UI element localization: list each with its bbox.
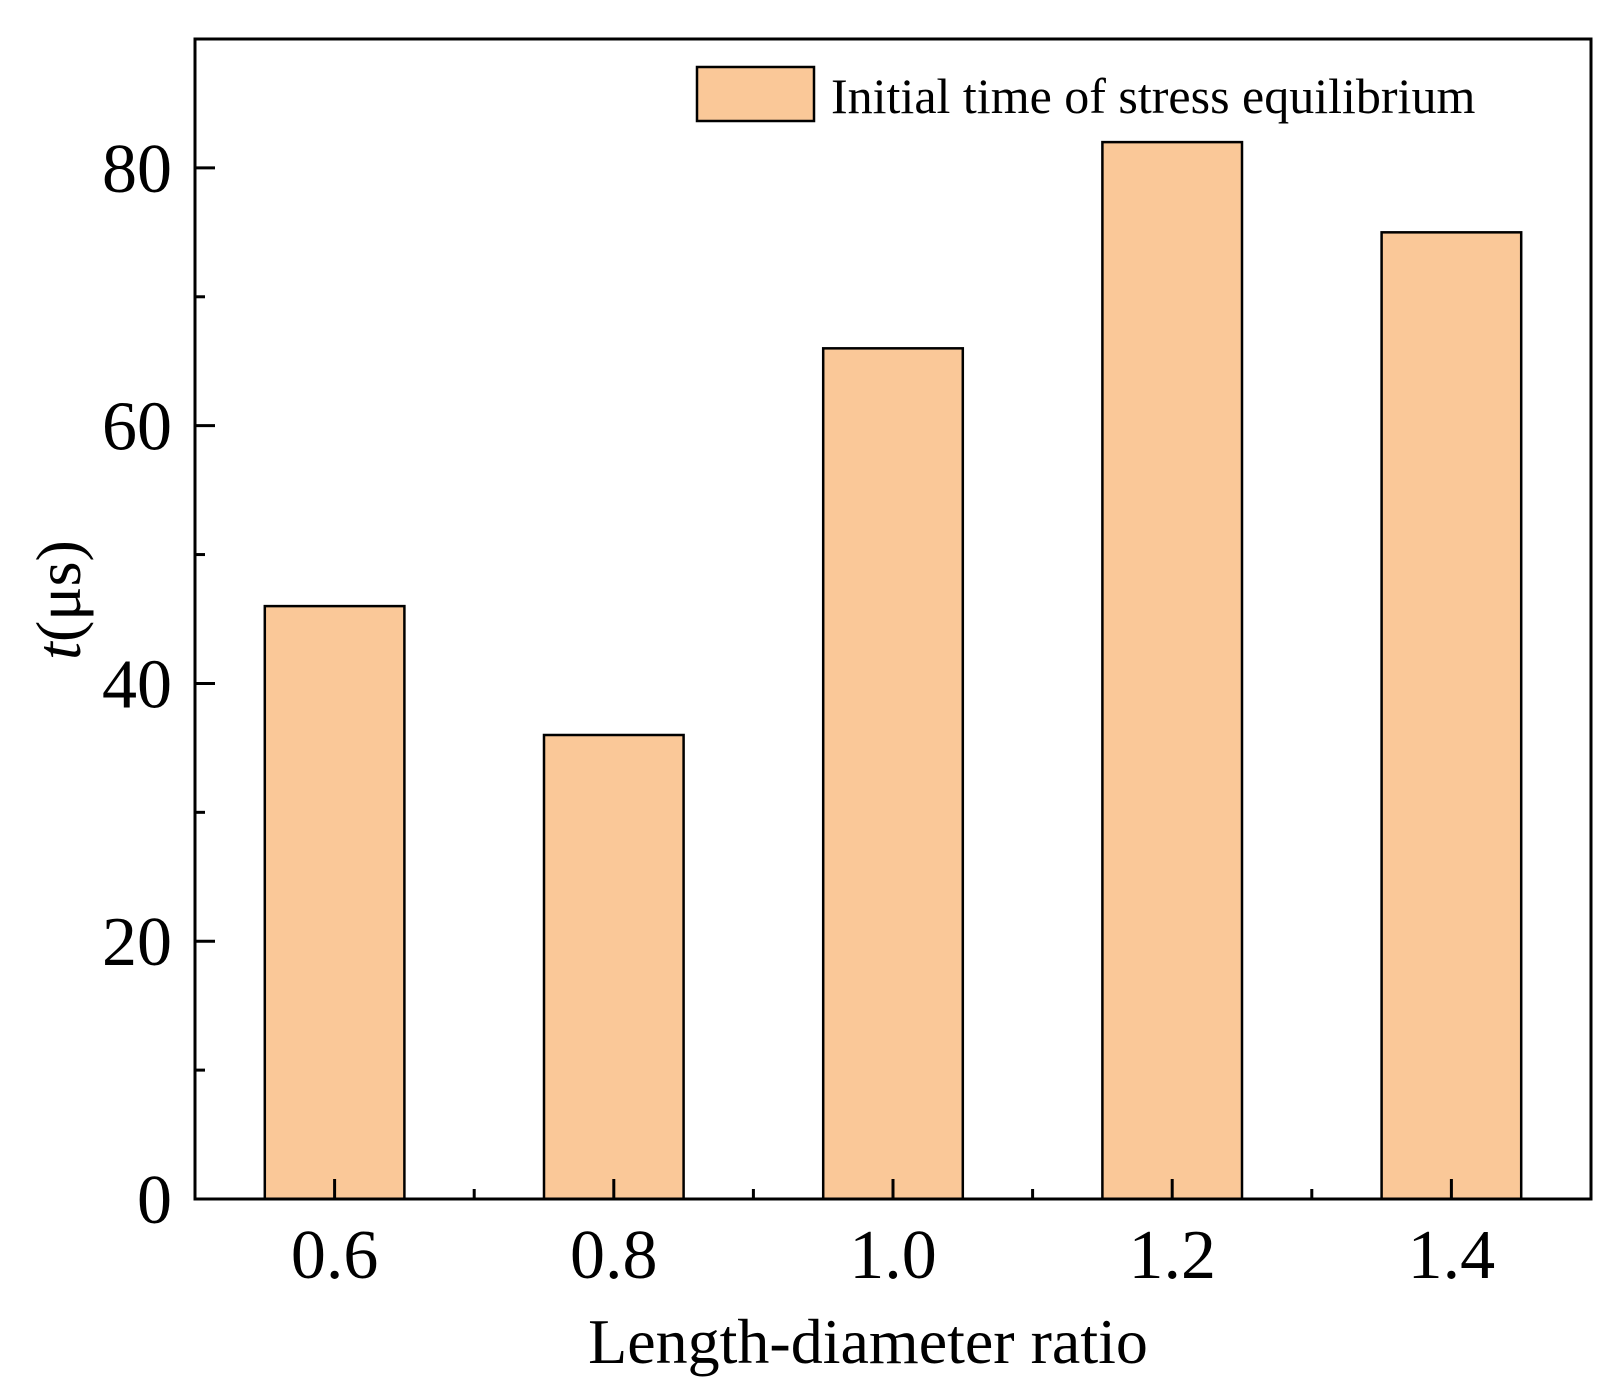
y-tick-label: 20 [102,904,172,981]
legend: Initial time of stress equilibrium [695,65,1475,124]
bar-0.6 [263,604,406,1201]
bar-1.4 [1380,231,1523,1201]
y-tick-label: 0 [137,1162,172,1239]
axis-ticks [195,166,1453,1201]
legend-swatch [695,65,816,123]
plot-frame [193,37,1593,1201]
legend-label: Initial time of stress equilibrium [831,68,1475,124]
x-axis-title: Length-diameter ratio [588,1306,1148,1377]
x-tick-labels: 0.6 0.8 1.0 1.2 1.4 [291,1217,1495,1294]
x-tick-label: 0.8 [570,1217,658,1294]
bar-1.0 [821,347,965,1201]
y-tick-labels: 0 20 40 60 80 [102,131,172,1239]
bar-1.2 [1101,140,1244,1201]
y-tick-label: 80 [102,131,172,208]
y-tick-label: 60 [102,389,172,466]
x-tick-label: 0.6 [291,1217,379,1294]
y-axis-title: t(μs) [23,540,94,660]
x-tick-label: 1.0 [849,1217,937,1294]
y-axis-title-unit: (μs) [23,540,94,642]
y-tick-label: 40 [102,646,172,723]
bars-group [263,140,1523,1201]
y-axis-title-italic: t [23,640,94,660]
x-tick-label: 1.4 [1408,1217,1496,1294]
bar-0.8 [542,733,685,1201]
x-tick-label: 1.2 [1128,1217,1216,1294]
